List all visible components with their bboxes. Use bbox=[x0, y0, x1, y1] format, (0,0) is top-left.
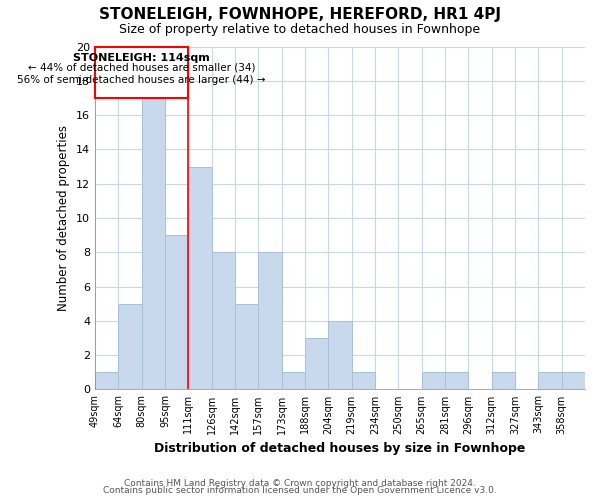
Bar bbox=[281, 372, 305, 390]
Text: STONELEIGH, FOWNHOPE, HEREFORD, HR1 4PJ: STONELEIGH, FOWNHOPE, HEREFORD, HR1 4PJ bbox=[99, 8, 501, 22]
Bar bbox=[328, 321, 352, 390]
Y-axis label: Number of detached properties: Number of detached properties bbox=[58, 125, 70, 311]
Bar bbox=[165, 235, 188, 390]
Text: Size of property relative to detached houses in Fownhope: Size of property relative to detached ho… bbox=[119, 22, 481, 36]
Text: ← 44% of detached houses are smaller (34): ← 44% of detached houses are smaller (34… bbox=[28, 63, 256, 73]
Bar bbox=[538, 372, 562, 390]
Bar bbox=[212, 252, 235, 390]
Bar bbox=[235, 304, 259, 390]
Text: STONELEIGH: 114sqm: STONELEIGH: 114sqm bbox=[73, 52, 210, 62]
Bar bbox=[118, 304, 142, 390]
Bar bbox=[259, 252, 281, 390]
X-axis label: Distribution of detached houses by size in Fownhope: Distribution of detached houses by size … bbox=[154, 442, 526, 455]
Text: 56% of semi-detached houses are larger (44) →: 56% of semi-detached houses are larger (… bbox=[17, 75, 266, 85]
Bar bbox=[188, 166, 212, 390]
Bar bbox=[142, 98, 165, 390]
Bar bbox=[422, 372, 445, 390]
Bar bbox=[491, 372, 515, 390]
Bar bbox=[95, 372, 118, 390]
Text: Contains public sector information licensed under the Open Government Licence v3: Contains public sector information licen… bbox=[103, 486, 497, 495]
Bar bbox=[95, 46, 188, 98]
Bar bbox=[445, 372, 469, 390]
Text: Contains HM Land Registry data © Crown copyright and database right 2024.: Contains HM Land Registry data © Crown c… bbox=[124, 478, 476, 488]
Bar bbox=[352, 372, 375, 390]
Bar bbox=[305, 338, 328, 390]
Bar bbox=[562, 372, 585, 390]
